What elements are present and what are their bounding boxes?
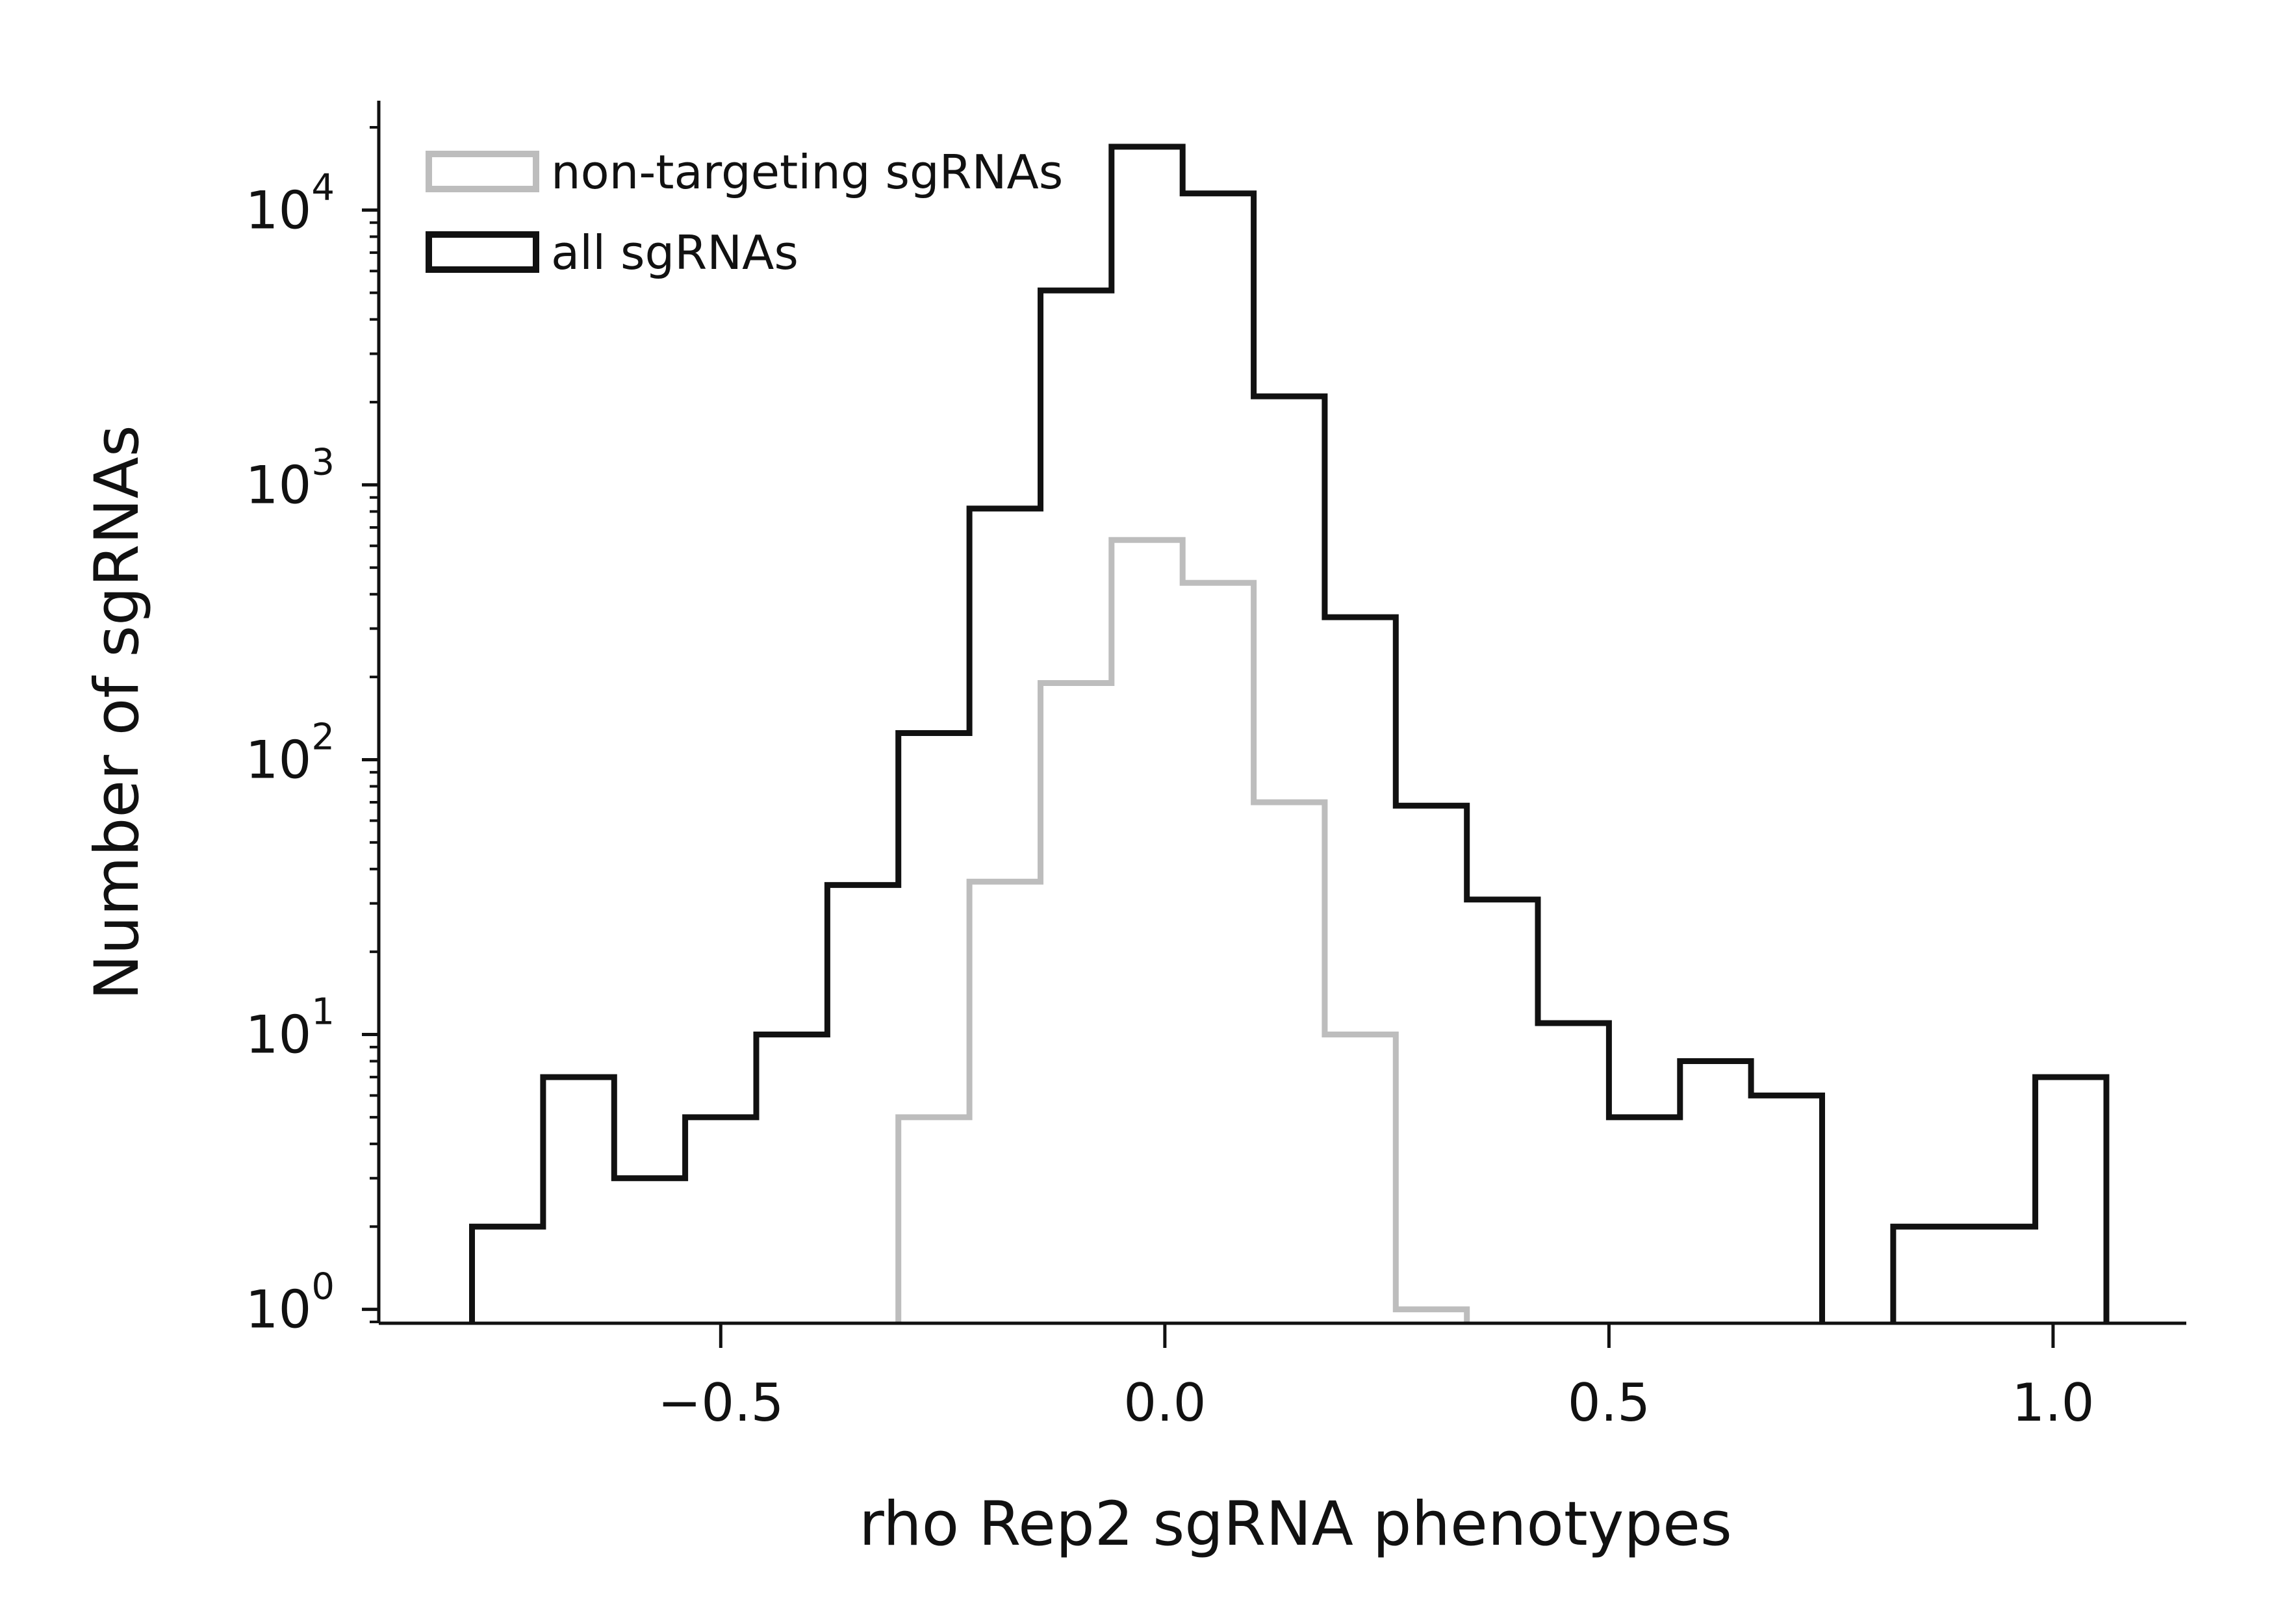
y-tick-label-2: 101 <box>246 991 335 1065</box>
y-tick-exponent-4: 3 <box>311 441 335 483</box>
y-tick-label-1: 100 <box>246 1266 335 1340</box>
y-tick-exponent-3: 2 <box>311 716 335 758</box>
x-tick-label-2: 0.0 <box>1123 1373 1206 1433</box>
legend-swatch-non-targeting <box>426 151 539 192</box>
y-tick-exponent-2: 1 <box>311 991 335 1034</box>
y-axis-label: Number of sgRNAs <box>82 425 153 1000</box>
x-tick-label-4: 1.0 <box>2012 1373 2094 1433</box>
y-tick-label-5: 104 <box>246 166 335 240</box>
axes <box>377 101 2186 1325</box>
legend-label-non-targeting: non-targeting sgRNAs <box>551 145 1063 199</box>
x-tick-label-3: 0.5 <box>1568 1373 1650 1433</box>
y-tick-exponent-1: 0 <box>311 1266 335 1308</box>
y-tick-label-4: 103 <box>246 441 335 515</box>
legend: non-targeting sgRNAs all sgRNAs <box>426 145 1063 280</box>
x-tick-label-1: −0.5 <box>658 1373 784 1433</box>
y-tick-label-3: 102 <box>246 716 335 790</box>
legend-swatch-all <box>426 231 539 273</box>
histogram-outline-all-2 <box>1890 1074 2110 1323</box>
y-tick-exponent-5: 4 <box>311 166 335 209</box>
histogram-outline-all-1 <box>469 144 1825 1323</box>
legend-label-all: all sgRNAs <box>551 225 798 280</box>
histogram-bars <box>469 144 2110 1323</box>
histogram-outline-non-targeting-1 <box>895 537 1470 1323</box>
x-axis-label: rho Rep2 sgRNA phenotypes <box>859 1489 1732 1560</box>
